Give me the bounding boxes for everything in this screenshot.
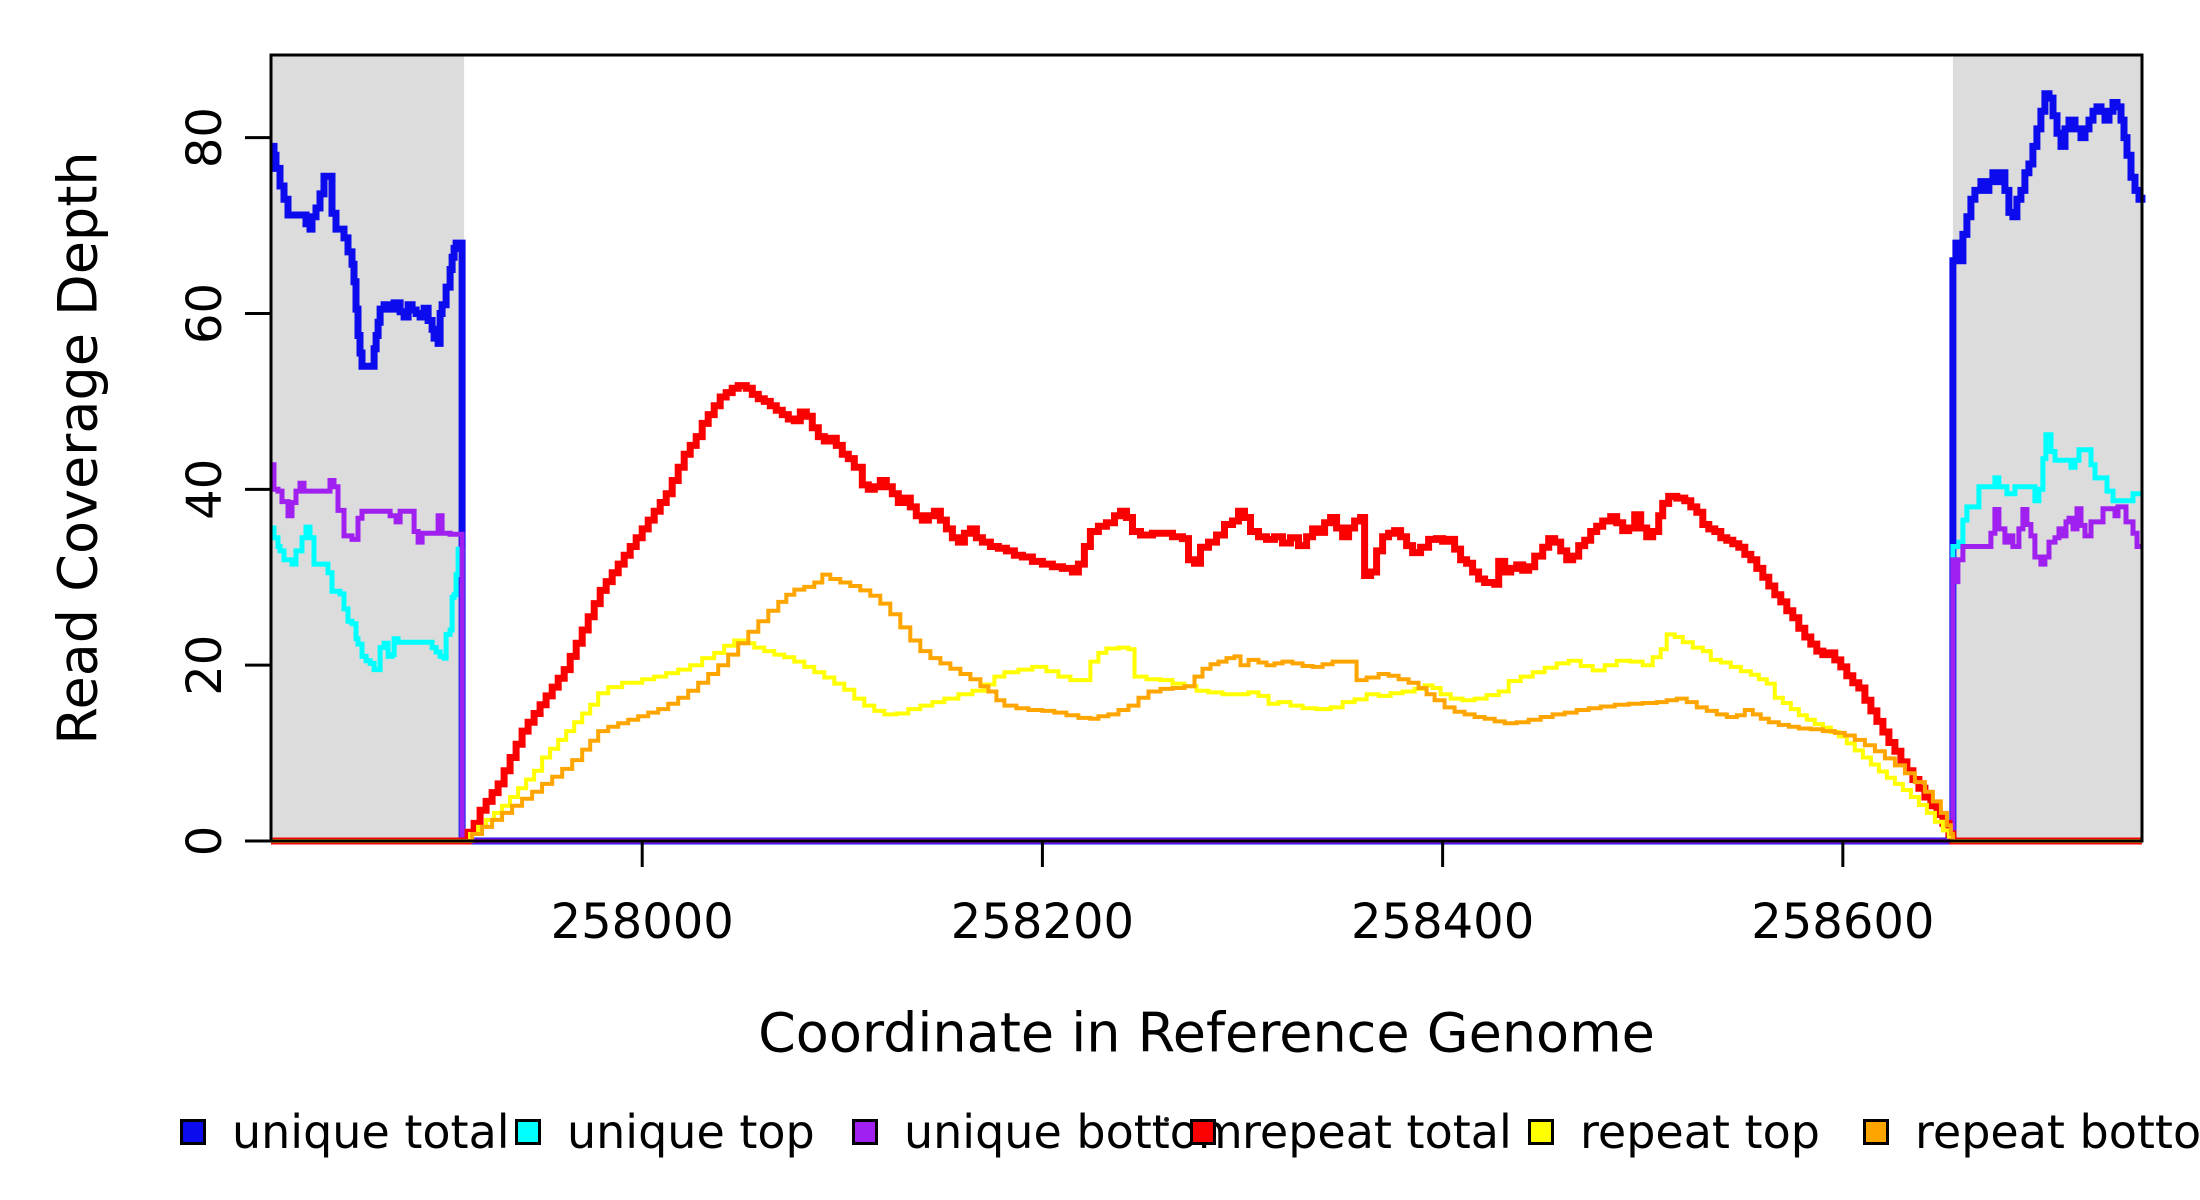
x-tick-label: 258600 [1751,894,1934,950]
x-tick-label: 258200 [951,894,1134,950]
x-axis-title: Coordinate in Reference Genome [758,1002,1655,1065]
y-tick-label: 20 [177,635,233,696]
plot-frame [269,53,2144,843]
legend-label: repeat total [1242,1105,1512,1159]
series-repeat-bottom-line [271,572,2142,843]
legend-swatch-repeat-bottom [1863,1119,1889,1145]
legend-swatch-repeat-total [1190,1119,1216,1145]
y-tick-label: 60 [177,283,233,344]
series-unique-bottom-line [271,462,2142,844]
x-tick-label: 258400 [1351,894,1534,950]
y-tick-label: 80 [177,107,233,168]
legend-swatch-repeat-top [1528,1119,1554,1145]
unique-flank-left-shading [271,55,465,841]
legend-label: unique bottom [904,1105,1243,1159]
legend-label: repeat top [1580,1105,1820,1159]
legend-item-unique-total: unique total [180,1105,510,1159]
series-unique-total-line [270,90,2146,845]
y-tick-label: 0 [177,826,233,857]
series-repeat-top-line [271,632,2142,843]
legend-item-unique-top: unique top [515,1105,815,1159]
legend-item-repeat-bottom: repeat bottom [1863,1105,2200,1159]
x-tick-label: 258000 [551,894,734,950]
legend-swatch-unique-top [515,1119,541,1145]
legend-label: repeat bottom [1915,1105,2200,1159]
legend-item-unique-bottom: unique bottom [852,1105,1243,1159]
series-unique-top-line [271,432,2142,844]
series-repeat-total-line [271,382,2142,845]
y-axis-title: Read Coverage Depth [47,151,110,744]
legend-label: unique total [232,1105,510,1159]
stray-speck [1164,1117,1169,1122]
y-tick-label: 40 [177,459,233,520]
legend-swatch-unique-total [180,1119,206,1145]
legend-item-repeat-total: repeat total [1190,1105,1512,1159]
legend-swatch-unique-bottom [852,1119,878,1145]
legend-item-repeat-top: repeat top [1528,1105,1820,1159]
legend-label: unique top [567,1105,815,1159]
